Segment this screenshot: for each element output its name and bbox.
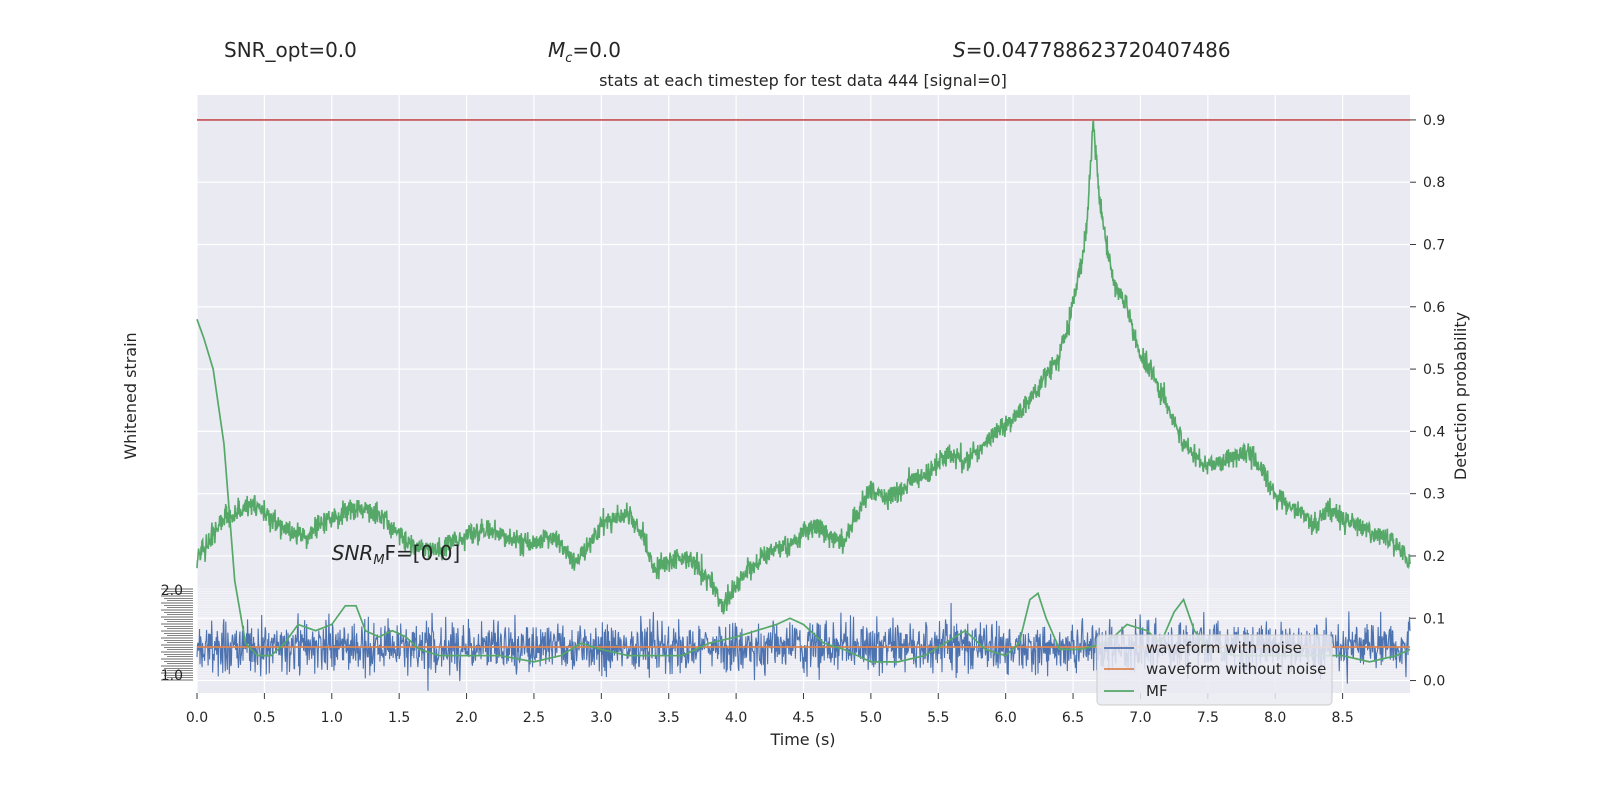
x-tick-label: 8.0 — [1264, 710, 1286, 726]
legend-label-clean: waveform without noise — [1146, 660, 1326, 678]
snr-mf-annotation: SNRMF=[0.0] — [332, 541, 460, 568]
y-tick-label: 0.8 — [1423, 175, 1445, 191]
s-value: =0.047788623720407486 — [965, 38, 1231, 62]
x-tick-label: 1.5 — [388, 710, 410, 726]
x-axis-label: Time (s) — [769, 730, 835, 749]
legend-label-noise: waveform with noise — [1146, 639, 1302, 657]
x-tick-label: 6.0 — [995, 710, 1017, 726]
x-tick-label: 4.0 — [725, 710, 747, 726]
legend-box — [1096, 634, 1333, 706]
chirp-mass-stat: Mc=0.0 — [548, 38, 621, 66]
x-tick-label: 7.0 — [1129, 710, 1151, 726]
y-axis-left-label: Whitened strain — [121, 332, 140, 459]
y-tick-label: 0.6 — [1423, 300, 1445, 316]
x-tick-label: 3.0 — [590, 710, 612, 726]
y-tick-label: 0.1 — [1423, 611, 1445, 627]
x-tick-label: 5.5 — [927, 710, 949, 726]
left-tick-label-top: 2.0 — [161, 583, 183, 599]
y-tick-label: 0.4 — [1423, 424, 1445, 440]
chirp-mass-symbol: M — [548, 38, 566, 62]
chirp-mass-subscript: c — [565, 51, 573, 66]
y-tick-label: 0.3 — [1423, 487, 1445, 503]
y-tick-label: 0.0 — [1423, 674, 1445, 690]
x-tick-label: 6.5 — [1062, 710, 1084, 726]
x-tick-label: 2.0 — [455, 710, 477, 726]
y-tick-label: 0.9 — [1423, 113, 1445, 129]
s-symbol: S — [953, 38, 966, 62]
x-tick-label: 8.5 — [1331, 710, 1353, 726]
x-axis: 0.0 0.5 1.0 1.5 2.0 2.5 3.0 3.5 4.0 4.5 5.0 5.5 6.0 6… — [186, 693, 1354, 726]
snr-mf-suffix: F=[0.0] — [385, 541, 461, 565]
x-tick-label: 2.5 — [523, 710, 545, 726]
y-tick-label: 0.7 — [1423, 238, 1445, 254]
series-detection-probability — [196, 119, 1411, 615]
snr-mf-prefix: SNR — [332, 541, 374, 565]
x-tick-label: 0.0 — [186, 710, 208, 726]
y-axis-right: 0.0 0.1 0.2 0.3 0.4 0.5 0.6 0.7 0.8 0.9 — [1410, 113, 1445, 690]
chart-title: stats at each timestep for test data 444… — [599, 71, 1007, 90]
chirp-mass-value: =0.0 — [572, 38, 621, 62]
x-tick-label: 1.0 — [321, 710, 343, 726]
grid-lines — [196, 95, 1410, 693]
probability-trace — [196, 119, 1411, 615]
y-tick-label: 0.2 — [1423, 549, 1445, 565]
snr-opt-stat: SNR_opt=0.0 — [224, 38, 357, 62]
x-tick-label: 4.5 — [792, 710, 814, 726]
y-tick-label: 0.5 — [1423, 362, 1445, 378]
x-tick-label: 0.5 — [253, 710, 275, 726]
x-tick-label: 5.0 — [860, 710, 882, 726]
x-tick-label: 3.5 — [658, 710, 680, 726]
x-tick-label: 7.5 — [1197, 710, 1219, 726]
snr-mf-subscript: M — [373, 553, 384, 568]
s-stat: S=0.047788623720407486 — [953, 38, 1231, 62]
y-axis-right-label: Detection probability — [1451, 312, 1470, 480]
legend-label-mf: MF — [1146, 682, 1168, 700]
series-mf — [196, 318, 1411, 663]
left-tick-label-bottom: 1.0 — [161, 668, 183, 684]
legend: waveform with noise waveform without noi… — [1096, 634, 1333, 706]
